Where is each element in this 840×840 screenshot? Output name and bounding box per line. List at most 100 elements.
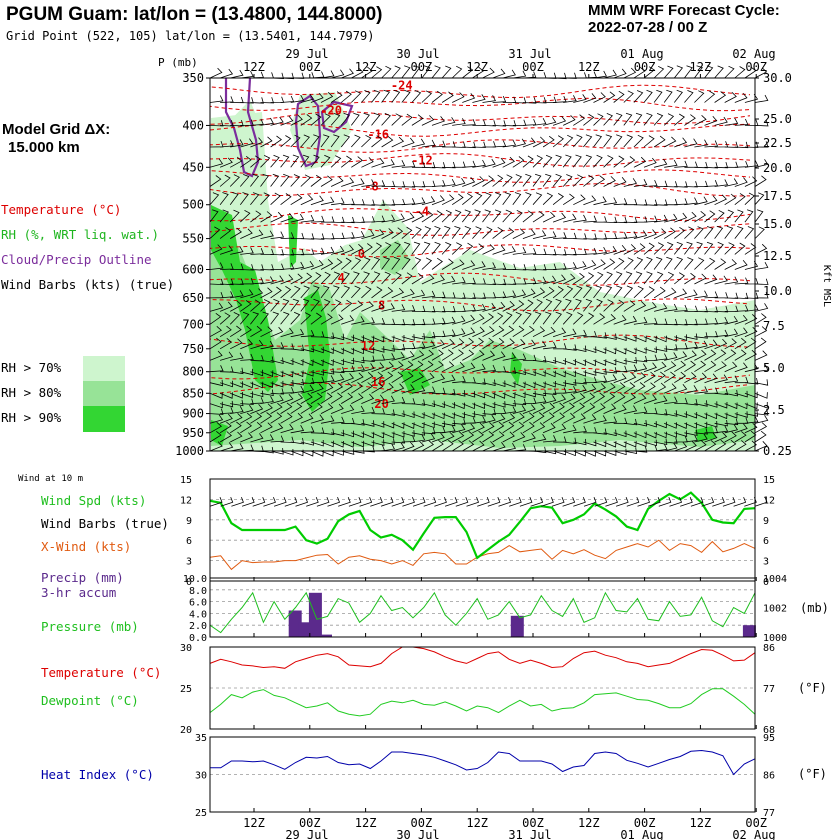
wind-barb <box>553 232 567 239</box>
wind-barb <box>462 66 474 79</box>
wind-barb <box>361 317 375 325</box>
wind-barb <box>674 212 688 223</box>
wind-barb <box>613 373 627 384</box>
wind-barb <box>462 242 474 255</box>
wind-barb <box>694 360 707 373</box>
surface-wind-barb <box>754 497 768 507</box>
wind-barb <box>654 345 668 352</box>
wind-barb <box>371 371 384 384</box>
wind-barb <box>623 271 633 285</box>
wind-barb <box>633 179 648 187</box>
wind-barb <box>674 430 688 437</box>
wind-barb <box>674 304 688 312</box>
wind-barb <box>593 415 607 424</box>
wind-barb <box>462 277 476 285</box>
wind-barb <box>492 226 504 239</box>
wind-barb <box>492 301 506 312</box>
wind-barb <box>270 326 284 338</box>
wind-barb <box>552 402 565 414</box>
wind-barb <box>492 278 507 286</box>
wind-barb <box>603 314 616 325</box>
wind-barb <box>250 118 264 126</box>
wind-barb <box>472 337 484 350</box>
wind-barb <box>280 232 295 239</box>
wind-barb <box>411 440 425 452</box>
wind-barb <box>371 112 381 126</box>
wind-barb <box>351 156 363 168</box>
wind-barb <box>452 431 465 443</box>
wind-barb <box>441 209 453 223</box>
wind-barb <box>674 384 688 394</box>
wind-barb <box>411 197 426 206</box>
wind-barb <box>290 412 303 424</box>
wind-barb <box>270 135 282 148</box>
wind-barb <box>209 120 224 127</box>
wind-barb <box>431 65 441 79</box>
wind-barb <box>603 429 617 437</box>
wind-barb <box>240 404 254 414</box>
wind-barb <box>240 155 252 168</box>
wind-barb <box>684 350 697 361</box>
wind-barb <box>502 300 515 312</box>
wind-barb <box>381 438 395 445</box>
wind-barb <box>653 271 664 285</box>
wind-barb <box>280 193 292 206</box>
wind-barb <box>270 192 281 205</box>
wind-barb <box>421 427 436 435</box>
wind-barb <box>673 241 684 255</box>
wind-barb <box>633 285 644 299</box>
wind-barb <box>754 415 769 424</box>
wind-barb <box>411 90 422 103</box>
wind-barb <box>209 175 222 187</box>
wind-barb <box>674 319 688 326</box>
wind-tick-left: 3 <box>186 557 192 568</box>
wind-barb <box>593 70 608 79</box>
wind-barb <box>542 422 556 434</box>
wind-barb <box>623 382 636 394</box>
wind-barb <box>371 317 386 325</box>
wind-barb <box>250 299 261 312</box>
wind-barb <box>704 195 718 206</box>
wind-barb <box>452 259 465 270</box>
wind-barb <box>250 339 264 350</box>
wind-barb <box>754 364 769 373</box>
wind-barb <box>401 411 415 419</box>
wind-barb <box>573 438 587 446</box>
wind-barb <box>613 245 627 255</box>
wind-barb <box>431 90 443 103</box>
wind-barb <box>219 68 234 79</box>
wind-barb <box>320 196 335 206</box>
wind-barb <box>532 97 547 104</box>
wind-barb <box>482 302 496 312</box>
wind-barb <box>451 193 464 206</box>
wind-barb <box>280 311 290 325</box>
wind-barb <box>240 300 252 312</box>
wind-barb <box>381 199 396 206</box>
wind-barb <box>653 113 664 126</box>
wind-barb <box>714 349 727 361</box>
wind-barb <box>240 339 253 350</box>
wind-barb <box>613 334 627 342</box>
wind-barb <box>684 138 698 148</box>
wind-barb <box>442 117 456 126</box>
wind-barb <box>502 312 513 325</box>
wind-barb <box>532 136 546 148</box>
heat-tick-left: 25 <box>195 808 207 819</box>
wind-barb <box>502 399 516 407</box>
legend-rh90: RH > 90% <box>1 410 62 425</box>
wind-barb <box>371 180 386 187</box>
wind-barb <box>452 276 466 285</box>
wind-barb <box>674 441 688 452</box>
wind-barb <box>654 409 668 416</box>
wind-barb <box>502 278 517 285</box>
wind-barb <box>209 414 224 424</box>
hour-label-bottom: 12Z <box>466 816 488 830</box>
wind-barb <box>341 373 355 384</box>
wind-barb <box>633 243 646 255</box>
wind-barb <box>361 420 375 427</box>
wind-barb <box>411 318 426 326</box>
swatch-rh90 <box>83 406 125 432</box>
hour-label-bottom: 12Z <box>690 816 712 830</box>
wind-barb <box>381 353 396 361</box>
wind-barb <box>754 430 767 443</box>
